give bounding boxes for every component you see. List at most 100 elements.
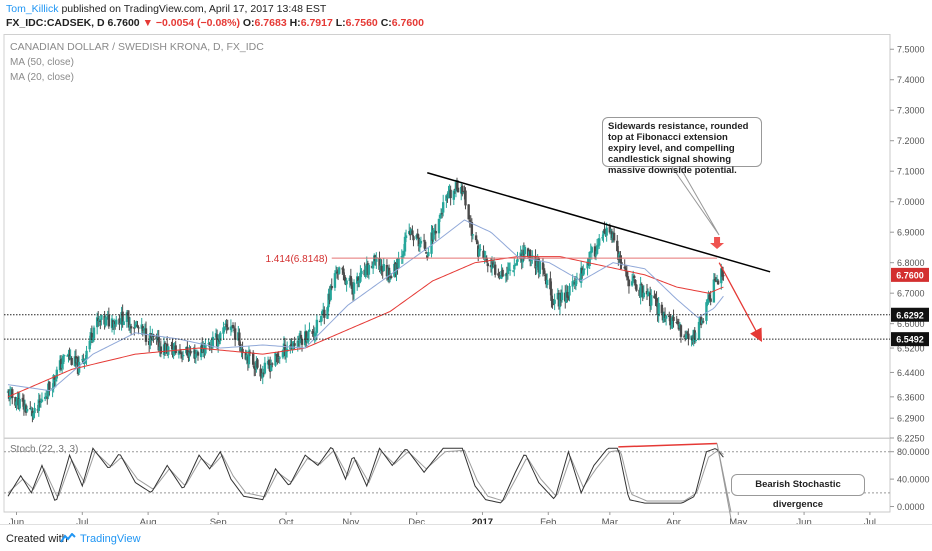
candle-body xyxy=(625,271,629,278)
candle-body xyxy=(314,333,318,335)
stoch-title: Stoch (22, 3, 3) xyxy=(10,444,78,455)
candle-body xyxy=(121,311,124,325)
candle-body xyxy=(81,359,84,361)
candle-body xyxy=(709,298,712,302)
candle-body xyxy=(142,328,146,330)
candle-body xyxy=(133,327,136,329)
candle-body xyxy=(352,282,356,294)
candle-body xyxy=(54,379,57,382)
candle-body xyxy=(423,241,427,251)
candle-body xyxy=(88,340,91,350)
candle-body xyxy=(627,279,631,287)
price-tick-label: 6.7000 xyxy=(897,289,925,299)
candle-body xyxy=(53,376,56,380)
divergence-pointer xyxy=(716,443,732,520)
candle-body xyxy=(694,340,698,342)
candle-body xyxy=(39,401,43,403)
candle-body xyxy=(402,251,406,255)
candle-body xyxy=(189,350,192,354)
candle-body xyxy=(601,237,604,239)
price-chart[interactable]: 1.414(6.8148) Stoch (22, 3, 3) 7.5000 7.4… xyxy=(0,34,932,524)
price-badge xyxy=(891,267,929,282)
candle-body xyxy=(63,355,66,357)
price-change: −0.0054 (−0.08%) xyxy=(155,17,240,29)
candle-body xyxy=(259,368,262,377)
candle-body xyxy=(349,276,353,285)
candle-body xyxy=(61,355,65,364)
candle-body xyxy=(538,261,541,275)
price-tick-label: 6.4400 xyxy=(897,368,925,378)
chart-overlays: 1.414(6.8148) xyxy=(4,166,890,342)
candle-body xyxy=(612,232,616,241)
candle-body xyxy=(207,343,210,345)
candle-body xyxy=(657,302,660,317)
time-tick-label: Oct xyxy=(279,517,294,524)
candle-body xyxy=(126,312,130,316)
candle-body xyxy=(69,356,72,359)
candle-body xyxy=(579,267,583,283)
fib-extension-label: 1.414(6.8148) xyxy=(265,254,327,265)
candle-body xyxy=(382,264,385,271)
candle-body xyxy=(572,280,575,282)
candle-body xyxy=(225,324,228,328)
price-tick-label: 6.2900 xyxy=(897,414,925,424)
candle-body xyxy=(598,238,601,246)
price-series xyxy=(6,177,725,423)
candle-body xyxy=(330,285,333,289)
candle-body xyxy=(267,360,271,366)
candle-body xyxy=(535,266,538,268)
candle-body xyxy=(650,295,653,306)
price-tick-label: 6.5200 xyxy=(897,344,925,354)
candle-body xyxy=(647,291,651,294)
candle-body xyxy=(631,276,635,282)
candle-body xyxy=(263,362,267,374)
candle-body xyxy=(624,268,627,272)
candle-body xyxy=(98,319,101,322)
candle-body xyxy=(129,326,133,329)
candle-body xyxy=(716,280,720,285)
candle-body xyxy=(438,214,442,218)
candle-body xyxy=(461,185,464,195)
candle-body xyxy=(682,336,686,338)
candle-body xyxy=(714,280,718,282)
candle-body xyxy=(211,336,215,348)
price-tick-label: 7.3000 xyxy=(897,106,925,116)
candle-body xyxy=(595,245,599,254)
ma50-legend[interactable]: MA (50, close) xyxy=(10,57,74,68)
candle-body xyxy=(608,226,612,233)
price-badge-label: 6.7600 xyxy=(896,270,924,280)
price-tick-label: 6.8000 xyxy=(897,258,925,268)
ma20-legend[interactable]: MA (20, close) xyxy=(10,72,74,83)
candle-body xyxy=(425,252,428,254)
candle-body xyxy=(149,332,152,346)
author-link[interactable]: Tom_Killick xyxy=(6,3,59,15)
candle-body xyxy=(676,320,679,325)
tradingview-brand[interactable]: TradingView xyxy=(80,533,141,545)
candle-body xyxy=(541,262,545,270)
candle-body xyxy=(178,351,182,353)
candle-body xyxy=(308,329,311,332)
resistance-note: Sidewards resistance, rounded top at Fib… xyxy=(602,117,762,176)
candle-body xyxy=(422,240,426,242)
candle-body xyxy=(721,266,724,277)
candle-body xyxy=(375,256,378,262)
candle-body xyxy=(241,348,244,354)
candle-body xyxy=(418,244,422,248)
candle-body xyxy=(231,324,235,328)
candle-body xyxy=(8,390,12,400)
candle-body xyxy=(32,413,35,418)
stochastic-pane[interactable]: Stoch (22, 3, 3) xyxy=(4,442,890,520)
candle-body xyxy=(602,230,605,236)
candle-body xyxy=(693,330,696,339)
candle-body xyxy=(15,401,18,406)
candle-body xyxy=(571,281,574,287)
candle-body xyxy=(293,343,296,346)
candle-body xyxy=(640,284,643,286)
open-label: O: xyxy=(242,17,255,29)
candle-body xyxy=(90,332,94,341)
candle-body xyxy=(455,182,459,190)
candle-body xyxy=(159,346,163,354)
candle-body xyxy=(603,228,606,233)
candle-body xyxy=(254,368,257,370)
candle-body xyxy=(474,235,478,241)
